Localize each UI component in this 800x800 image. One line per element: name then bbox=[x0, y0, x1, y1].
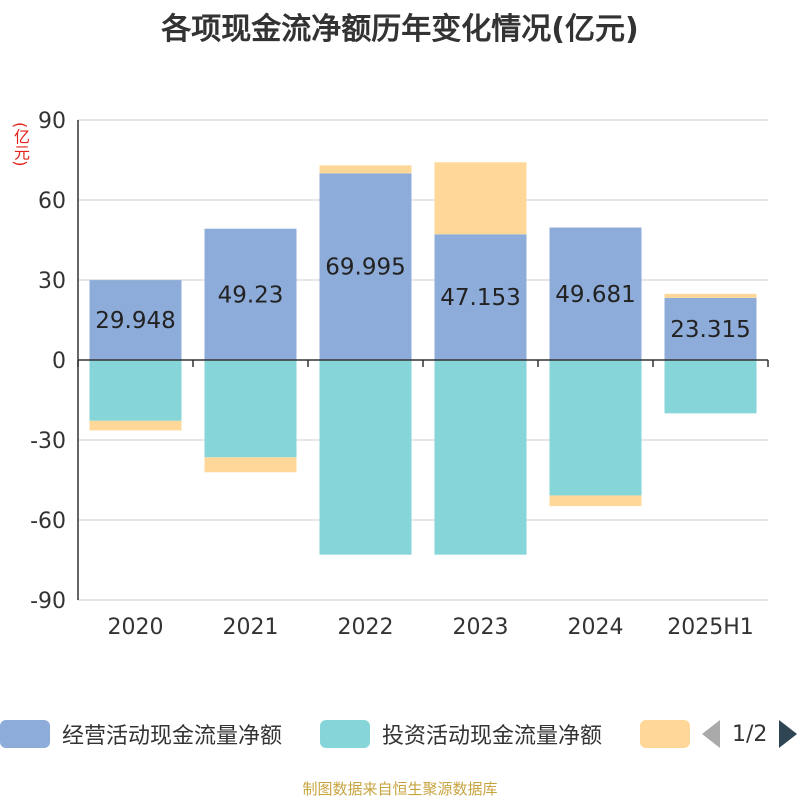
y-tick-label: -60 bbox=[30, 509, 66, 534]
x-tick-label: 2020 bbox=[108, 615, 164, 640]
data-label: 47.153 bbox=[440, 285, 520, 311]
bar-operating-2020[interactable] bbox=[89, 280, 182, 360]
bar-operating-2025H1[interactable] bbox=[664, 297, 757, 360]
x-tick-label: 2021 bbox=[223, 615, 279, 640]
y-axis-unit: (亿元) bbox=[11, 122, 30, 167]
grid-lines bbox=[78, 119, 768, 601]
y-tick-label: 60 bbox=[38, 189, 66, 214]
bar-investing-2025H1[interactable] bbox=[664, 360, 757, 414]
legend-item-operating[interactable]: 经营活动现金流量净额 bbox=[0, 716, 282, 752]
bar-investing-2024[interactable] bbox=[549, 360, 642, 496]
legend-swatch-operating bbox=[0, 720, 50, 748]
legend-label-investing: 投资活动现金流量净额 bbox=[382, 724, 603, 749]
y-tick-label: 30 bbox=[38, 269, 66, 294]
data-label: 49.23 bbox=[218, 282, 284, 308]
data-label: 29.948 bbox=[95, 308, 175, 334]
bar-financing-2021[interactable] bbox=[204, 457, 297, 473]
bar-operating-2024[interactable] bbox=[549, 227, 642, 360]
axes: 90 60 30 0 -30 -60 -90 2020 2021 2022 2023 2024 2025… bbox=[30, 109, 769, 640]
legend-item-investing[interactable]: 投资活动现金流量净额 bbox=[320, 716, 602, 752]
bar-investing-2021[interactable] bbox=[204, 360, 297, 458]
y-tick-label: -30 bbox=[30, 429, 66, 454]
source-footer: 制图数据来自恒生聚源数据库 bbox=[302, 780, 498, 798]
bar-financing-2023[interactable] bbox=[434, 162, 527, 235]
bar-operating-2021[interactable] bbox=[204, 228, 297, 360]
x-tick-label: 2024 bbox=[568, 615, 624, 640]
y-tick-label: 90 bbox=[38, 109, 66, 134]
bar-chart: 90 60 30 0 -30 -60 -90 2020 2021 2022 2023 2024 2025… bbox=[30, 109, 769, 640]
x-tick-label: 2025H1 bbox=[667, 615, 754, 640]
bar-investing-2023[interactable] bbox=[434, 360, 527, 555]
legend-swatch-financing bbox=[640, 720, 690, 748]
chart-title: 各项现金流净额历年变化情况(亿元) bbox=[161, 12, 639, 47]
bar-financing-2025H1[interactable] bbox=[664, 293, 757, 298]
data-label: 49.681 bbox=[555, 282, 635, 308]
bar-financing-2022[interactable] bbox=[319, 165, 412, 174]
bar-investing-2020[interactable] bbox=[89, 360, 182, 421]
legend-item-financing[interactable] bbox=[640, 716, 690, 752]
bars bbox=[89, 162, 757, 555]
data-label: 69.995 bbox=[325, 255, 405, 281]
legend-pager: 1/2 bbox=[702, 716, 798, 752]
x-tick-label: 2022 bbox=[338, 615, 394, 640]
legend-swatch-investing bbox=[320, 720, 370, 748]
y-tick-label: -90 bbox=[30, 589, 66, 614]
data-labels: 29.948 49.23 69.995 47.153 49.681 23.315 bbox=[95, 255, 750, 343]
bar-investing-2022[interactable] bbox=[319, 360, 412, 555]
bar-operating-2022[interactable] bbox=[319, 173, 412, 360]
x-tick-label: 2023 bbox=[453, 615, 509, 640]
data-label: 23.315 bbox=[670, 317, 750, 343]
y-tick-label: 0 bbox=[52, 349, 66, 374]
legend-page-indicator: 1/2 bbox=[732, 721, 768, 747]
legend-prev-page-icon[interactable] bbox=[702, 720, 720, 748]
bar-financing-2020[interactable] bbox=[89, 420, 182, 431]
bar-operating-2023[interactable] bbox=[434, 234, 527, 360]
legend-next-page-icon[interactable] bbox=[779, 720, 798, 748]
legend-label-operating: 经营活动现金流量净额 bbox=[62, 724, 283, 749]
bar-financing-2024[interactable] bbox=[549, 495, 642, 507]
legend: 经营活动现金流量净额 投资活动现金流量净额 1/2 bbox=[0, 716, 800, 756]
